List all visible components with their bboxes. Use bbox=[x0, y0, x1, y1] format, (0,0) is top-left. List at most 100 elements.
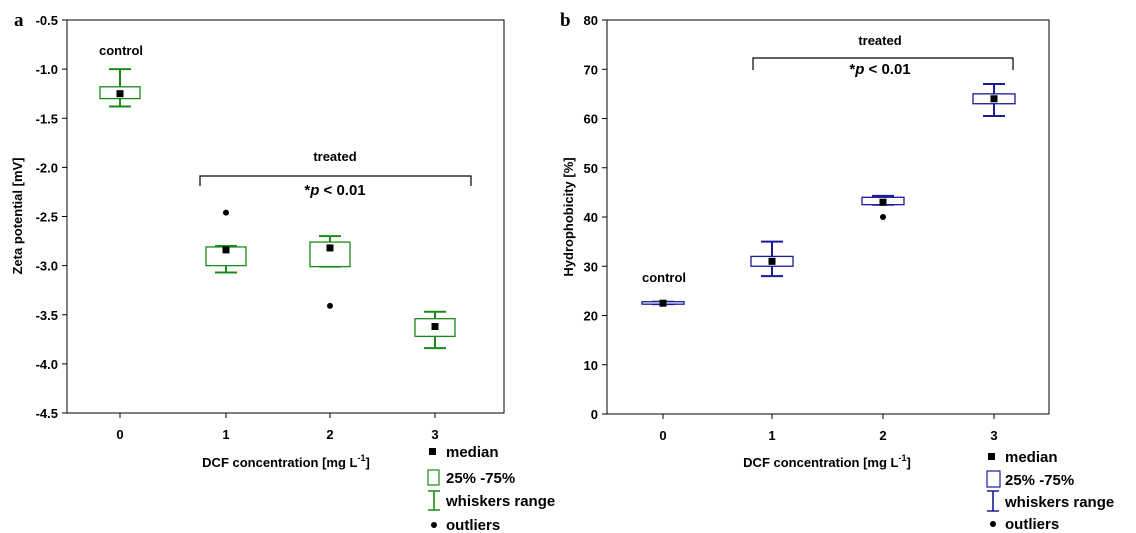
panel-a-y-tick-label: -4.5 bbox=[36, 406, 58, 421]
panel-a-x-axis-title-sup: -1 bbox=[357, 453, 365, 463]
panel-a-median-marker bbox=[326, 244, 334, 252]
panel-b-legend-outlier-marker bbox=[990, 521, 996, 527]
panel-b-legend: median 25% -75% whiskers range outliers bbox=[986, 449, 1114, 533]
panel-a-legend-whiskers: whiskers range bbox=[445, 493, 555, 510]
panel-a-outlier-point bbox=[327, 302, 333, 309]
panel-b-legend-median: median bbox=[1005, 449, 1058, 466]
panel-b-box-group bbox=[972, 83, 1016, 118]
panel-b-x-axis-title-sup: -1 bbox=[898, 453, 906, 463]
panel-a-boxes bbox=[99, 68, 456, 350]
panel-a-legend-iqr: 25% -75% bbox=[446, 470, 515, 487]
panel-a-y-axis-title: Zeta potential [mV] bbox=[10, 157, 25, 274]
panel-a-box bbox=[309, 241, 351, 268]
panel-b-plot-frame bbox=[606, 19, 1050, 415]
panel-a-sig-star: * bbox=[304, 182, 310, 199]
panel-b-sig-p: p bbox=[854, 61, 864, 78]
panel-a-legend-median-marker bbox=[429, 448, 436, 455]
panel-a-box-group bbox=[414, 310, 456, 350]
panel-b-significance-bracket bbox=[752, 57, 1014, 70]
panel-a-y-tick-label: -1.5 bbox=[36, 111, 58, 126]
panel-a-legend-median: median bbox=[446, 444, 499, 461]
panel-b-legend-outliers: outliers bbox=[1005, 516, 1059, 533]
panel-b-letter: b bbox=[560, 10, 571, 31]
panel-a-y-tick-label: -4.0 bbox=[36, 357, 58, 372]
panel-b-median-marker bbox=[879, 198, 887, 206]
panel-a-median-marker bbox=[222, 246, 230, 254]
panel-b-control-label: control bbox=[642, 270, 686, 285]
panel-a-y-tick-label: -3.0 bbox=[36, 259, 58, 274]
panel-b-outlier-point bbox=[880, 214, 886, 220]
panel-b-boxes bbox=[641, 83, 1016, 307]
panel-b-x-axis-title-end: ] bbox=[906, 455, 910, 470]
panel-b-legend-median-marker bbox=[988, 453, 995, 460]
panel-a-significance-bracket bbox=[199, 175, 472, 186]
panel-b-x-tick-label: 1 bbox=[768, 428, 775, 443]
panel-a-y-tick-label: -1.0 bbox=[36, 62, 58, 77]
panel-b-y-axis-title: Hydrophobicity [%] bbox=[561, 157, 576, 276]
panel-b-x-tick-label: 3 bbox=[990, 428, 997, 443]
panel-b-x-tick-label: 0 bbox=[659, 428, 666, 443]
panel-a-median-marker bbox=[116, 90, 124, 98]
panel-a-control-label: control bbox=[99, 43, 143, 58]
panel-b-treated-label: treated bbox=[858, 33, 901, 48]
panel-a-plot-frame bbox=[66, 19, 505, 414]
panel-a-x-tick-label: 2 bbox=[326, 427, 333, 442]
panel-b-legend-whiskers: whiskers range bbox=[1004, 494, 1114, 511]
panel-b-median-marker bbox=[990, 95, 998, 103]
panel-a-legend-outlier-marker bbox=[431, 522, 437, 528]
panel-a-y-tick-label: -0.5 bbox=[36, 13, 58, 28]
panel-b-y-tick-label: 0 bbox=[591, 407, 598, 422]
panel-a-legend-whisker-swatch bbox=[428, 490, 440, 511]
panel-a-legend-box-swatch bbox=[427, 469, 440, 486]
panel-b-x-tick-label: 2 bbox=[879, 428, 886, 443]
panel-a-x-tick-label: 1 bbox=[222, 427, 229, 442]
panel-a-legend-outliers: outliers bbox=[446, 517, 500, 533]
panel-b-legend-whisker-swatch bbox=[987, 490, 999, 512]
panel-a-x-axis-title-end: ] bbox=[365, 455, 369, 470]
panel-b-x-axis-title-main: DCF concentration [mg L bbox=[743, 455, 898, 470]
panel-a-y-tick-label: -2.0 bbox=[36, 160, 58, 175]
panel-a-box-group bbox=[205, 209, 247, 274]
panel-a-box-group bbox=[99, 68, 141, 108]
panel-a-legend: median 25% -75% whiskers range outliers bbox=[427, 444, 555, 533]
panel-b-y-tick-label: 30 bbox=[584, 259, 598, 274]
panel-a-letter: a bbox=[14, 10, 24, 31]
panel-a-x-tick-label: 3 bbox=[431, 427, 438, 442]
panel-a-box-group bbox=[309, 235, 351, 309]
panel-b-box-group bbox=[861, 194, 905, 220]
panel-b-y-tick-label: 40 bbox=[584, 210, 598, 225]
panel-a-x-axis-title-main: DCF concentration [mg L bbox=[202, 455, 357, 470]
panel-a-significance-label: *p < 0.01 bbox=[304, 182, 365, 199]
panel-b-x-axis-title: DCF concentration [mg L-1] bbox=[743, 453, 911, 470]
panel-a-median-marker bbox=[431, 323, 439, 331]
panel-b-legend-box-swatch bbox=[986, 470, 1001, 488]
panel-a-sig-rest: < 0.01 bbox=[319, 182, 365, 199]
panel-b-sig-star: * bbox=[849, 61, 855, 78]
panel-b-y-axis: 0 10 20 30 40 50 60 70 80 bbox=[584, 13, 607, 422]
panel-b-y-tick-label: 60 bbox=[584, 112, 598, 127]
panel-b-median-marker bbox=[659, 299, 667, 307]
panel-b-y-tick-label: 10 bbox=[584, 358, 598, 373]
panel-a-x-tick-label: 0 bbox=[116, 427, 123, 442]
panel-b: b 0 10 20 30 40 50 60 70 80 0 1 2 3 Hydrophobicity … bbox=[560, 10, 1114, 533]
panel-a-x-axis-title: DCF concentration [mg L-1] bbox=[202, 453, 370, 470]
panel-b-legend-iqr: 25% -75% bbox=[1005, 472, 1074, 489]
panel-b-y-tick-label: 50 bbox=[584, 161, 598, 176]
panel-b-y-tick-label: 70 bbox=[584, 62, 598, 77]
panel-b-box-group bbox=[750, 240, 794, 278]
panel-b-significance-label: *p < 0.01 bbox=[849, 61, 910, 78]
panel-a-treated-label: treated bbox=[313, 149, 356, 164]
panel-b-box-group bbox=[641, 299, 685, 307]
panel-a-outlier-point bbox=[223, 209, 229, 216]
panel-a-y-tick-label: -2.5 bbox=[36, 210, 58, 225]
panel-b-median-marker bbox=[768, 257, 776, 265]
panel-a-sig-p: p bbox=[309, 182, 319, 199]
panel-b-sig-rest: < 0.01 bbox=[864, 61, 910, 78]
panel-a: a -0.5 -1.0 -1.5 -2.0 -2.5 -3.0 -3.5 -4.0 -4.5 0… bbox=[10, 10, 555, 533]
panel-b-x-axis: 0 1 2 3 bbox=[659, 414, 998, 443]
panel-b-y-tick-label: 20 bbox=[584, 309, 598, 324]
panel-b-y-tick-label: 80 bbox=[584, 13, 598, 28]
panel-a-y-axis: -0.5 -1.0 -1.5 -2.0 -2.5 -3.0 -3.5 -4.0 -4.5 bbox=[36, 13, 67, 421]
panel-a-x-axis: 0 1 2 3 bbox=[116, 413, 439, 442]
